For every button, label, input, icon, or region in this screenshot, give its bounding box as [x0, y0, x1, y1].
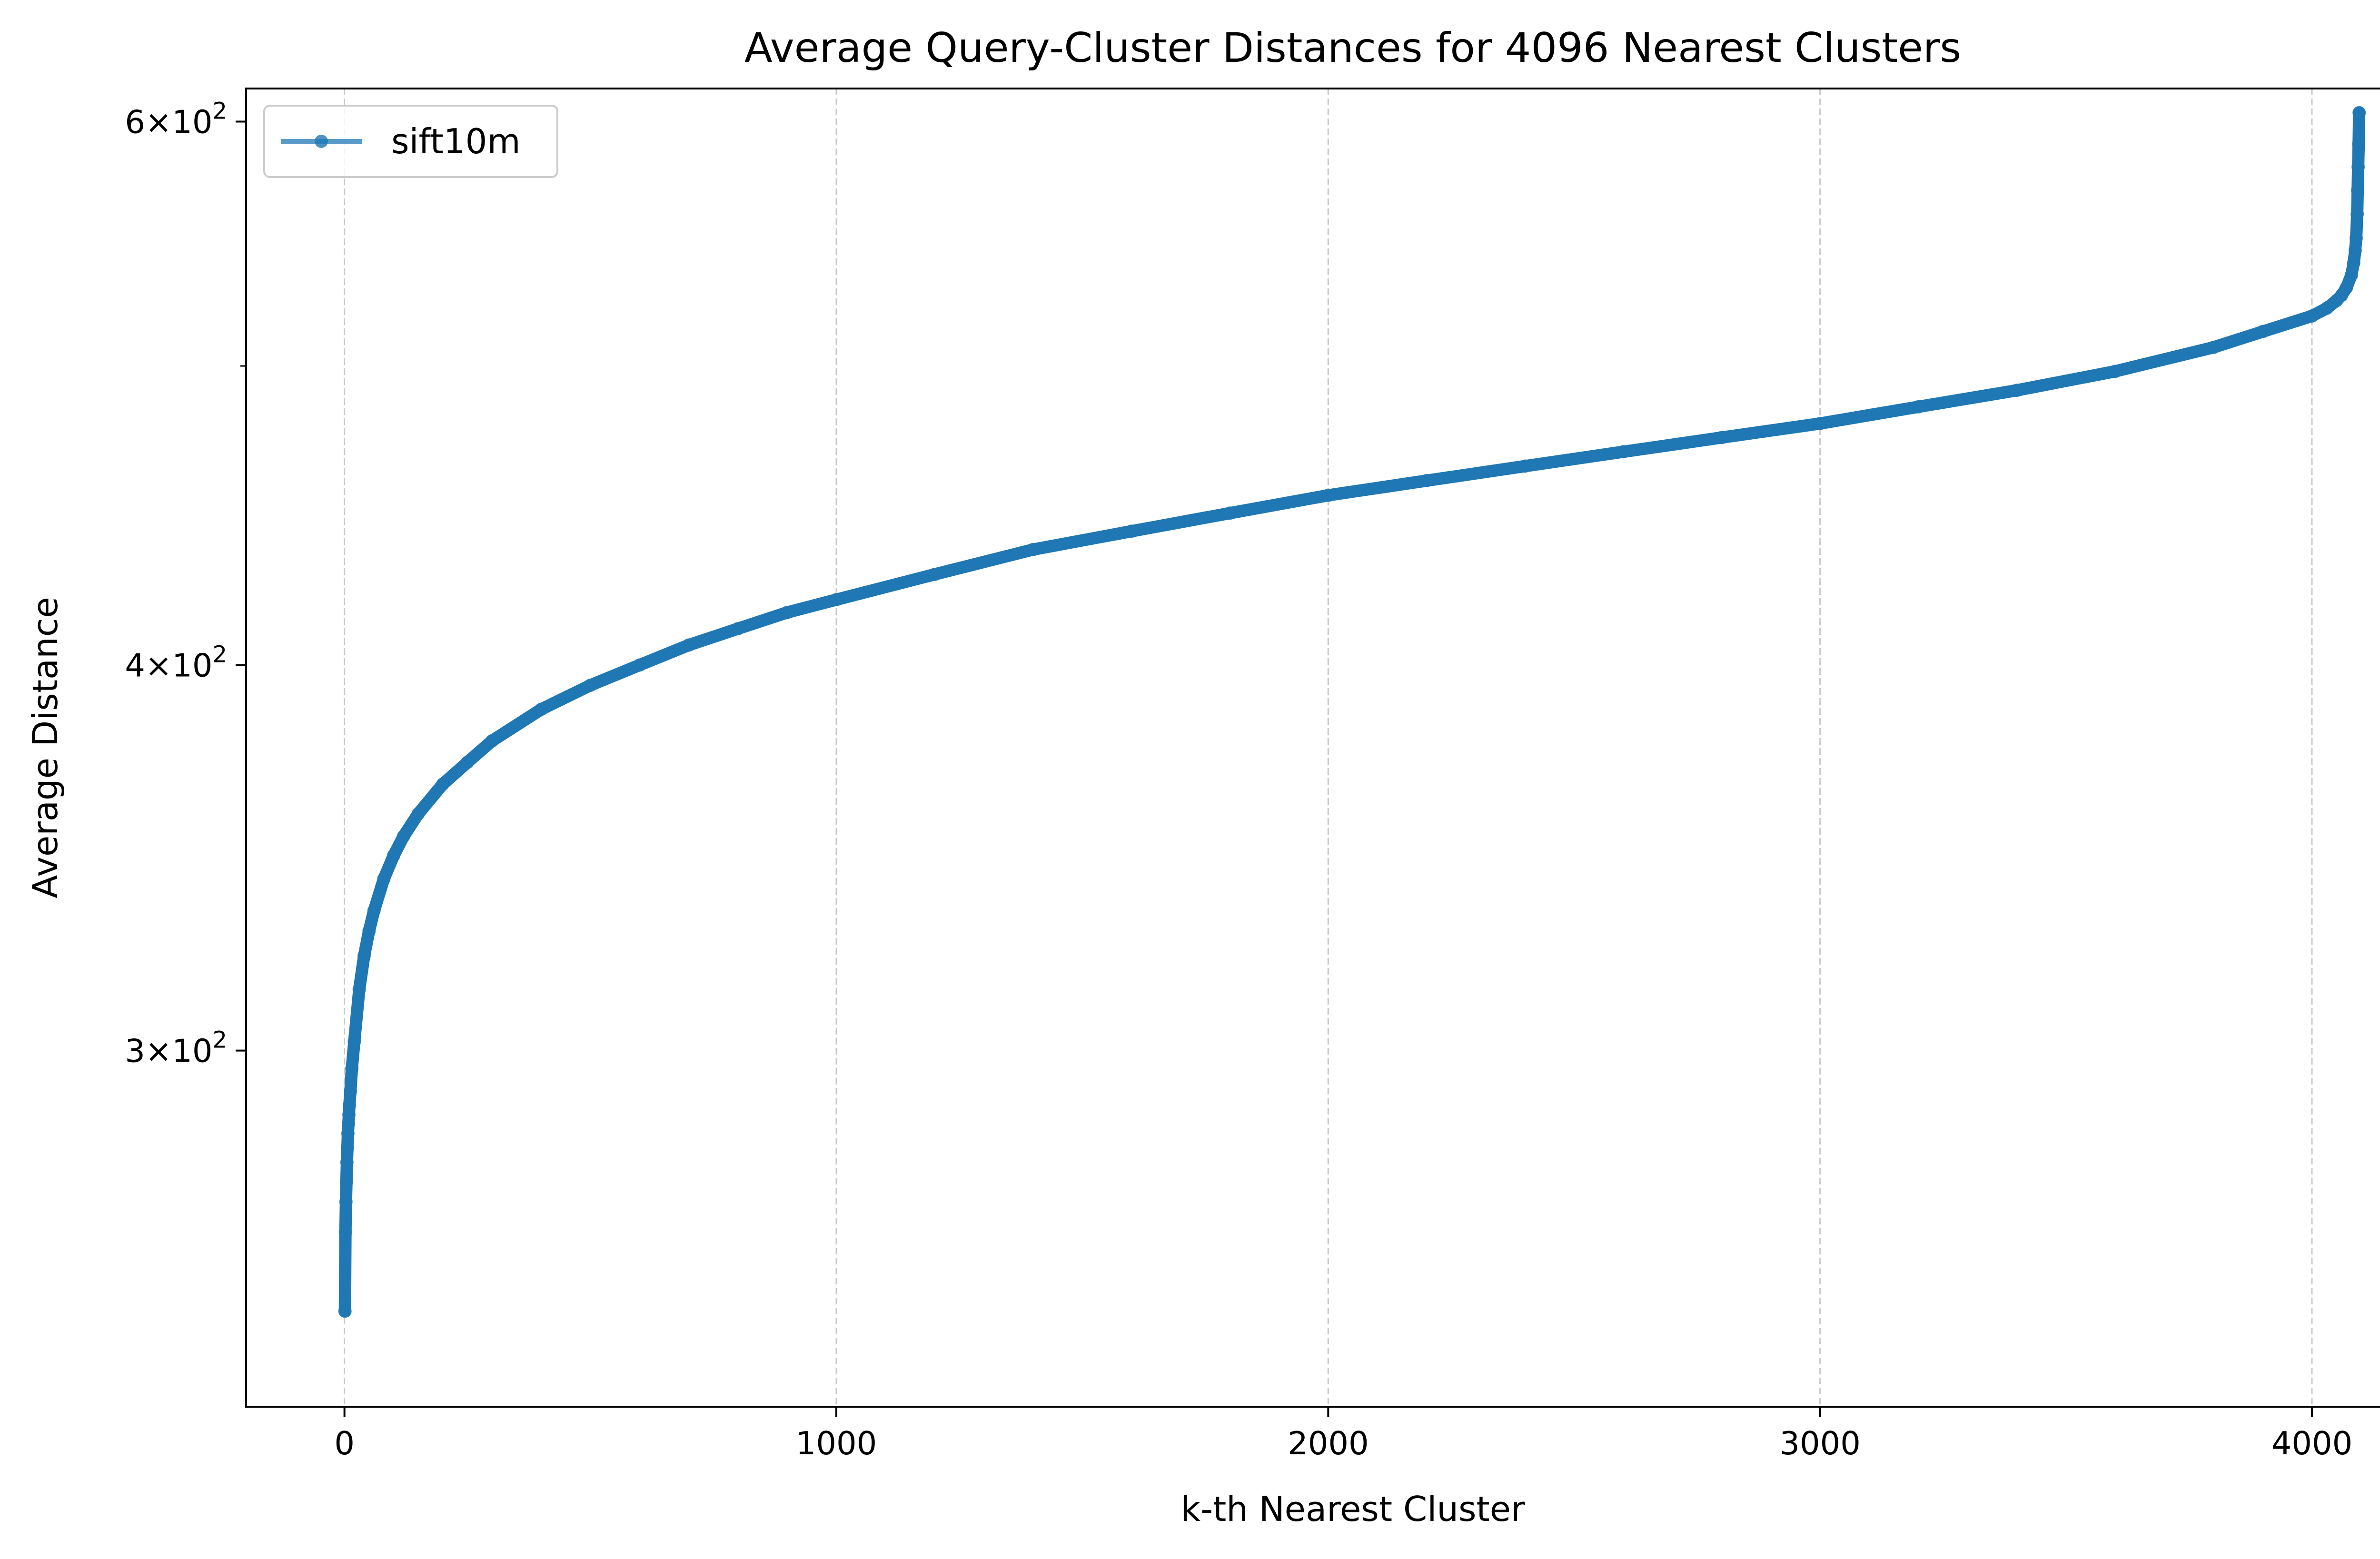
series-layer [338, 106, 2366, 1318]
data-point-sift10m [411, 807, 425, 820]
data-point-sift10m [397, 829, 410, 843]
data-point-sift10m [2256, 325, 2270, 338]
data-point-sift10m [780, 606, 794, 619]
data-point-sift10m [339, 1175, 353, 1189]
data-point-sift10m [535, 702, 548, 716]
data-point-sift10m [2010, 384, 2023, 397]
data-point-sift10m [436, 777, 450, 791]
data-point-sift10m [343, 1098, 356, 1112]
data-point-sift10m [338, 1225, 352, 1239]
data-point-sift10m [731, 622, 745, 636]
data-point-sift10m [2320, 301, 2333, 315]
data-point-sift10m [682, 638, 695, 652]
data-point-sift10m [1518, 459, 1532, 473]
x-tick-label: 4000 [2271, 1425, 2353, 1462]
data-point-sift10m [357, 949, 371, 963]
x-tick-label: 2000 [1288, 1425, 1369, 1462]
y-tick-label: 3×102 [125, 1027, 227, 1070]
data-point-sift10m [2347, 256, 2360, 270]
data-point-sift10m [1715, 431, 1728, 444]
plot-frame [245, 88, 2380, 1408]
x-tick-label: 3000 [1779, 1425, 1861, 1462]
data-point-sift10m [347, 1035, 361, 1048]
tick-layer: 0 1000 2000 3000 4000 3×102 4×102 6×102 [125, 98, 2352, 1462]
data-point-sift10m [1616, 445, 1630, 459]
y-axis-label: Average Distance [25, 597, 65, 898]
data-point-sift10m [1912, 400, 1925, 414]
data-point-sift10m [340, 1141, 354, 1155]
data-point-sift10m [362, 924, 376, 938]
data-point-sift10m [2207, 340, 2221, 354]
data-point-sift10m [1321, 488, 1335, 502]
legend-label-sift10m: sift10m [391, 121, 521, 161]
data-point-sift10m [633, 658, 646, 672]
data-point-sift10m [344, 1085, 357, 1098]
data-point-sift10m [1125, 524, 1138, 538]
chart-title: Average Query-Cluster Distances for 4096… [744, 24, 1961, 72]
legend-marker-sift10m [315, 135, 328, 148]
legend-box [263, 105, 558, 178]
data-point-sift10m [1420, 474, 1433, 487]
data-point-sift10m [341, 1126, 355, 1140]
data-point-sift10m [377, 872, 391, 886]
data-point-sift10m [2108, 365, 2122, 378]
data-point-sift10m [338, 1304, 352, 1318]
data-point-sift10m [352, 983, 366, 997]
data-point-sift10m [341, 1117, 355, 1131]
data-point-sift10m [1813, 416, 1827, 430]
data-point-sift10m [367, 904, 381, 918]
data-point-sift10m [2352, 106, 2366, 119]
data-point-sift10m [2352, 137, 2366, 151]
data-point-sift10m [345, 1062, 359, 1076]
x-tick-label: 0 [334, 1425, 355, 1462]
x-axis-label: k-th Nearest Cluster [1180, 1489, 1525, 1529]
data-point-sift10m [2350, 207, 2364, 221]
legend: sift10m [263, 105, 558, 178]
data-point-sift10m [2305, 309, 2319, 323]
data-point-sift10m [2348, 244, 2362, 257]
data-point-sift10m [461, 755, 474, 769]
data-point-sift10m [2344, 268, 2358, 282]
data-point-sift10m [830, 593, 843, 607]
data-point-sift10m [2351, 160, 2365, 174]
data-point-sift10m [2350, 231, 2363, 245]
data-point-sift10m [928, 567, 942, 581]
data-point-sift10m [340, 1155, 354, 1169]
data-point-sift10m [339, 1195, 353, 1209]
data-point-sift10m [1223, 506, 1237, 520]
data-point-sift10m [387, 849, 400, 862]
data-point-sift10m [1026, 543, 1040, 556]
y-tick-label: 4×102 [125, 641, 227, 684]
data-point-sift10m [584, 679, 597, 692]
data-point-sift10m [2351, 184, 2365, 197]
data-point-sift10m [485, 734, 499, 748]
y-tick-label: 6×102 [125, 98, 227, 141]
x-tick-label: 1000 [796, 1425, 877, 1462]
data-point-sift10m [2340, 281, 2353, 295]
